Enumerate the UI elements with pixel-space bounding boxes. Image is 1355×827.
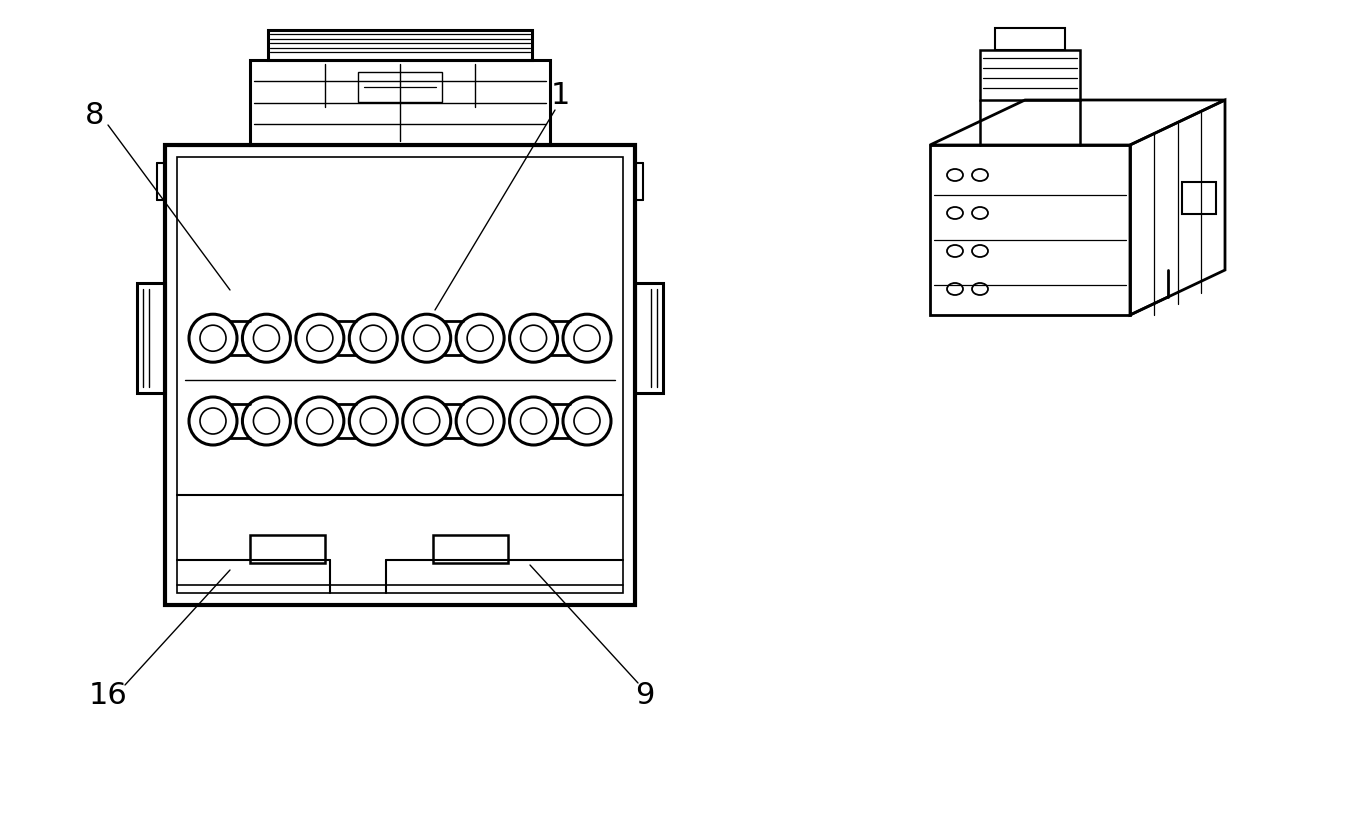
Bar (267, 30, 533, 60)
Bar (980, 50, 1080, 100)
Bar (137, 283, 165, 393)
Bar (358, 72, 442, 102)
Bar (165, 145, 635, 605)
Bar (1183, 182, 1215, 214)
Text: 16: 16 (88, 681, 127, 710)
Text: 9: 9 (635, 681, 654, 710)
Text: 1: 1 (550, 80, 569, 109)
Bar (995, 28, 1065, 50)
Bar (178, 157, 623, 593)
Bar (249, 535, 325, 563)
Bar (249, 60, 550, 145)
Text: 8: 8 (85, 101, 104, 130)
Bar (635, 283, 663, 393)
Bar (930, 145, 1130, 315)
Bar (432, 535, 508, 563)
